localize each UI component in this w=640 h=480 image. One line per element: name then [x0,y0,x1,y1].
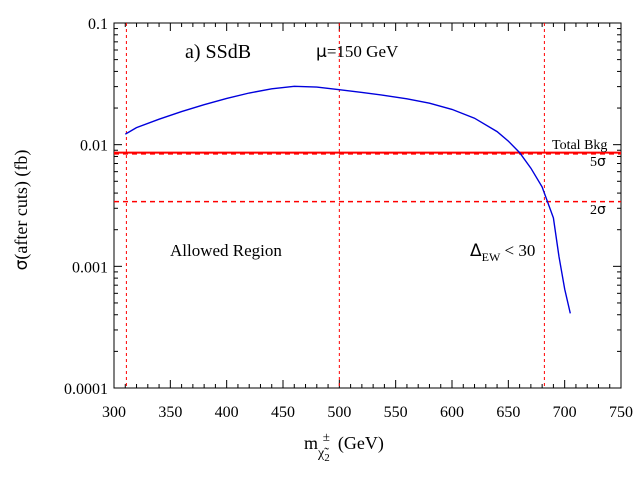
two-sigma-symbol: σ [597,202,606,218]
signal-curve [124,85,571,314]
y-tick-label: 0.001 [72,259,108,276]
y-tick-label: 0.01 [80,138,108,155]
x-tick-label-600: 600 [440,404,464,421]
y-tick-label: 0.0001 [64,381,108,398]
reference-lines [114,23,621,388]
series-layer [124,85,571,314]
delta-symbol: Δ [470,241,482,261]
delta-sub: EW [482,250,501,264]
five-sigma-symbol: σ [597,154,606,170]
two-sigma-num: 2 [590,203,597,218]
x-tick-label-750: 750 [609,404,633,421]
delta-rest: < 30 [500,241,535,260]
mu-value: =150 GeV [327,42,399,61]
x-tick-label-450: 450 [271,404,295,421]
five-sigma-num: 5 [590,155,597,170]
five-sigma-label: 5σ [590,154,606,170]
x-tick-label-500: 500 [327,404,351,421]
xlabel-main: m [304,433,318,453]
xlabel-unit: (GeV) [338,433,384,454]
ylabel-text: (after cuts) (fb) [11,150,32,260]
x-tick-label-700: 700 [553,404,577,421]
y-tick-label: 0.1 [88,16,108,33]
plot-frame [113,22,622,389]
allowed-region-label: Allowed Region [170,241,282,260]
axis-ticks: 300 350 400 450 500 550 600 650 700 750 0.0001 0.00… [64,16,633,421]
mu-symbol: μ [316,42,327,62]
x-tick-label-350: 350 [158,404,182,421]
panel-label: a) SSdB [185,41,251,63]
x-axis-title: mχ̃2± (GeV) [304,429,384,464]
xlabel-sub-index: 2 [324,452,330,464]
delta-ew-annotation: ΔEW < 30 [470,241,535,264]
x-tick-label-550: 550 [384,404,408,421]
two-sigma-label: 2σ [590,202,606,218]
x-tick-label-400: 400 [215,404,239,421]
x-tick-label-300: 300 [102,404,126,421]
y-axis-title: σ(after cuts) (fb) [11,150,32,271]
ylabel-symbol: σ [12,259,32,270]
total-bkg-label: Total Bkg [552,138,607,153]
xlabel-sup: ± [323,429,330,444]
x-tick-label-650: 650 [496,404,520,421]
mu-annotation: μ=150 GeV [316,42,399,62]
